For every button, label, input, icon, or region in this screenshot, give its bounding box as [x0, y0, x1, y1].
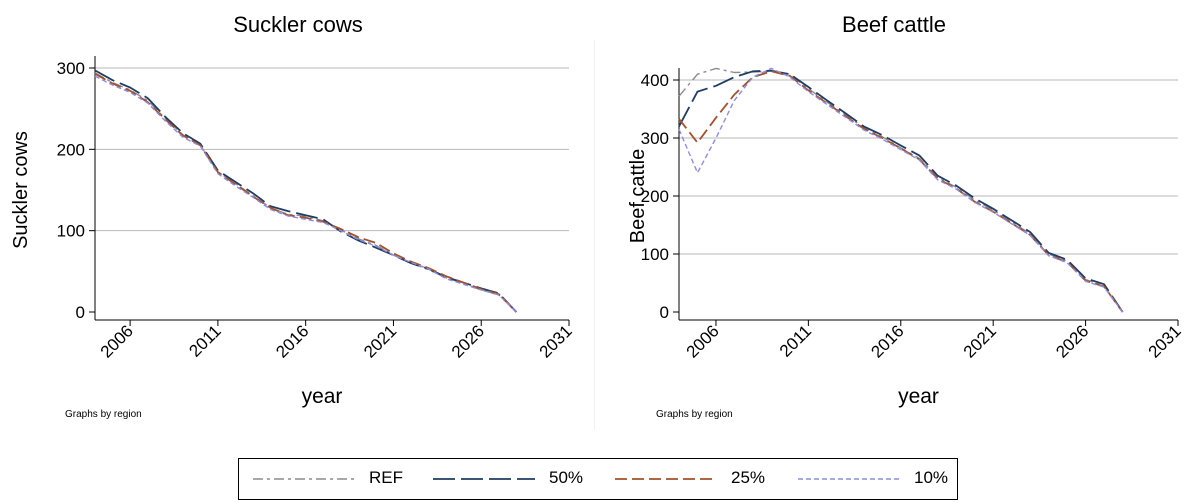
- y-tick-label: 200: [57, 140, 85, 159]
- x-tick-label: 2031: [536, 321, 576, 361]
- x-tick-label: 2011: [185, 321, 224, 360]
- series-line-25-pct: [94, 72, 517, 313]
- x-axis-title: year: [302, 385, 343, 408]
- legend-swatch: [615, 478, 717, 480]
- y-tick-label: 0: [660, 303, 669, 322]
- legend-swatch: [798, 478, 900, 480]
- x-axis-title: year: [898, 385, 939, 408]
- panel-divider: [594, 40, 595, 430]
- line-chart-suckler-cows: 0 100 200 300 2006 2011 2016 2021 2026 2031 year Su…: [10, 56, 576, 408]
- x-tick-label: 2016: [867, 321, 907, 361]
- chart-title: Beef cattle: [842, 12, 946, 37]
- y-axis-title: Beef cattle: [627, 149, 649, 244]
- x-tick-label: 2016: [272, 321, 312, 361]
- y-axis-title: Suckler cows: [10, 131, 32, 249]
- series-line-10-pct: [678, 67, 1124, 313]
- legend-label: REF: [369, 468, 403, 487]
- chart-panel-beef-cattle: Beef cattle 0 100 200 300 400 2006 2011 2016 202…: [596, 0, 1192, 440]
- y-tick-label: 200: [641, 187, 669, 206]
- graphs-by-note: Graphs by region: [656, 409, 733, 420]
- chart-legend: REF 50% 25% 10%: [238, 458, 958, 500]
- series-line-50-pct: [94, 69, 517, 313]
- x-tick-label: 2006: [683, 321, 723, 361]
- y-tick-label: 0: [76, 303, 85, 322]
- legend-label: 25%: [731, 468, 766, 487]
- chart-panel-suckler-cows: Suckler cows 0 100 200 300 2006 2011 2016 2021 2…: [0, 0, 596, 440]
- y-tick-label: 300: [641, 129, 669, 148]
- series-line-ref: [678, 67, 1124, 313]
- line-chart-beef-cattle: 0 100 200 300 400 2006 2011 2016 2021 2026 2031 yea…: [627, 67, 1185, 408]
- graphs-by-note: Graphs by region: [65, 409, 142, 420]
- series-line-10-pct: [94, 75, 517, 313]
- legend-label: 50%: [549, 468, 584, 487]
- x-tick-label: 2026: [448, 321, 488, 361]
- chart-title: Suckler cows: [233, 12, 363, 37]
- x-tick-label: 2021: [960, 321, 1000, 361]
- x-tick-label: 2026: [1052, 321, 1092, 361]
- legend-swatch: [253, 478, 355, 480]
- y-tick-label: 100: [641, 245, 669, 264]
- x-tick-label: 2031: [1145, 321, 1185, 361]
- x-tick-label: 2021: [360, 321, 400, 361]
- x-tick-label: 2006: [97, 321, 137, 361]
- legend-label: 10%: [914, 468, 949, 487]
- legend-swatch: [433, 478, 535, 480]
- y-tick-label: 400: [641, 71, 669, 90]
- x-tick-label: 2011: [776, 321, 815, 360]
- y-tick-label: 300: [57, 59, 85, 78]
- series-line-25-pct: [678, 70, 1124, 313]
- series-line-50-pct: [678, 69, 1124, 313]
- y-tick-label: 100: [57, 222, 85, 241]
